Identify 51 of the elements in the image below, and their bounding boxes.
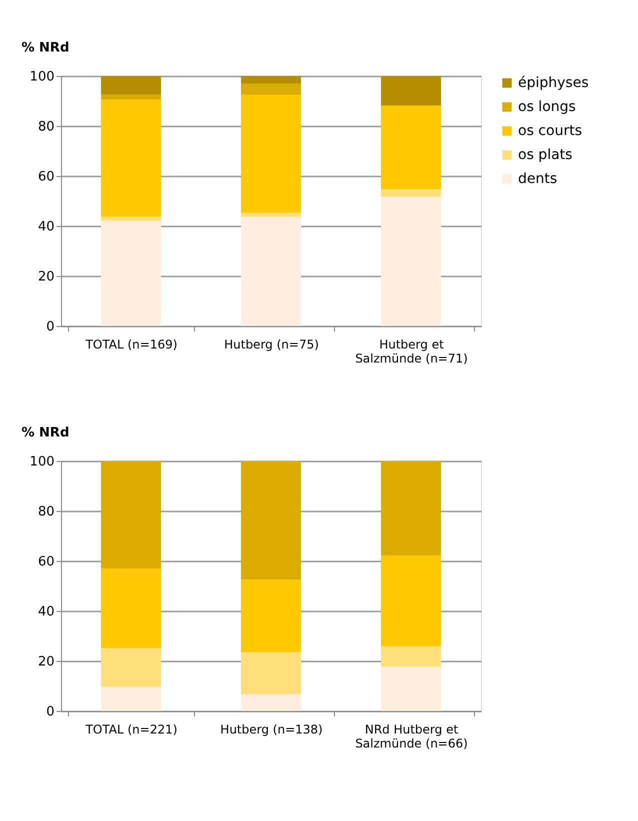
bar	[381, 461, 441, 556]
y-tick-label: 100	[30, 70, 54, 84]
legend-label: épiphyses	[518, 75, 589, 91]
bar	[101, 568, 161, 648]
bar	[381, 106, 441, 189]
y-tick-label: 40	[38, 604, 54, 620]
legend-label: os courts	[518, 123, 582, 139]
x-tick-label: TOTAL (n=221)	[84, 722, 178, 736]
y-tick-label: 20	[38, 270, 54, 284]
y-tick-label: 80	[38, 120, 54, 134]
y-tick-label: 20	[38, 654, 54, 670]
legend-label: dents	[518, 171, 558, 187]
bar	[381, 646, 441, 667]
y-tick-label: 40	[38, 220, 54, 234]
y-tick-label: 60	[38, 170, 54, 184]
y-tick-label: 100	[30, 454, 54, 470]
x-tick-label: TOTAL (n=169)	[84, 338, 178, 352]
bar	[101, 220, 161, 326]
x-tick-label: Hutberg et Salzmünde (n=71)	[355, 338, 468, 366]
x-tick-label: Hutberg (n=138)	[220, 722, 323, 736]
bar	[241, 212, 301, 217]
bar	[101, 100, 161, 217]
bar	[101, 216, 161, 221]
bar	[241, 94, 301, 212]
bar	[101, 648, 161, 687]
bar	[381, 556, 441, 646]
legend-label: os longs	[518, 99, 576, 115]
bar	[241, 652, 301, 694]
x-tick-label: NRd Hutberg et Salzmünde (n=66)	[355, 722, 468, 750]
y-tick-label: 80	[38, 504, 54, 520]
bar	[101, 94, 161, 100]
bar	[241, 580, 301, 652]
bar	[381, 666, 441, 711]
bar	[241, 461, 301, 580]
y-axis-title: % NRd	[22, 40, 70, 56]
bar	[241, 84, 301, 94]
bar	[101, 686, 161, 711]
bar	[241, 216, 301, 326]
bar	[101, 76, 161, 94]
legend-label: os plats	[518, 147, 572, 163]
bar	[241, 694, 301, 711]
y-tick-label: 60	[38, 554, 54, 570]
y-tick-label: 0	[46, 704, 54, 720]
bar	[241, 76, 301, 84]
y-axis-title: % NRd	[22, 426, 70, 440]
bar	[381, 76, 441, 106]
bar	[381, 189, 441, 197]
x-tick-label: Hutberg (n=75)	[224, 338, 319, 352]
y-tick-label: 0	[46, 320, 54, 334]
bar	[381, 196, 441, 326]
bar	[101, 461, 161, 568]
